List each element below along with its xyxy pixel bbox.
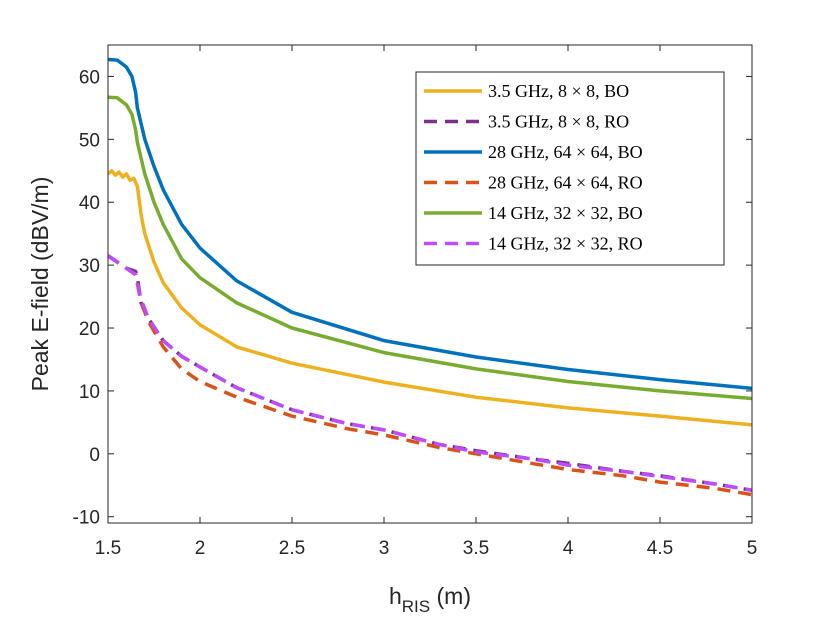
y-tick-label: 50 [79, 130, 100, 151]
x-tick-label: 3.5 [463, 538, 489, 559]
legend-entry-6: 14 GHz, 32 × 32, RO [488, 234, 643, 254]
series-line-5 [108, 95, 752, 401]
x-axis-label-unit: (m) [430, 583, 471, 609]
legend-entry-4: 28 GHz, 64 × 64, RO [488, 173, 643, 193]
series-line-1 [108, 169, 752, 427]
legend-entry-1: 3.5 GHz, 8 × 8, BO [488, 81, 629, 101]
series-line-2 [108, 254, 752, 493]
x-axis: 1.5 2 2.5 3 3.5 4 4.5 5 [95, 45, 758, 559]
x-tick-label: 3 [379, 538, 390, 559]
x-tick-label: 4.5 [647, 538, 673, 559]
x-axis-label: hRIS (m) [389, 583, 471, 616]
x-tick-label: 5 [747, 538, 758, 559]
x-tick-label: 2 [195, 538, 206, 559]
x-axis-label-main: h [389, 583, 402, 609]
legend-box [415, 71, 725, 266]
y-tick-label: 60 [79, 67, 100, 88]
y-axis-label: Peak E-field (dBV/m) [27, 177, 53, 392]
x-tick-label: 4 [563, 538, 574, 559]
legend-entry-5: 14 GHz, 32 × 32, BO [488, 203, 643, 223]
legend: 3.5 GHz, 8 × 8, BO 3.5 GHz, 8 × 8, RO 28 G… [415, 71, 725, 266]
y-tick-label: 40 [79, 193, 100, 214]
legend-entry-3: 28 GHz, 64 × 64, BO [488, 142, 643, 162]
x-tick-label: 1.5 [95, 538, 121, 559]
series-line-6 [108, 254, 752, 493]
legend-entry-2: 3.5 GHz, 8 × 8, RO [488, 112, 629, 132]
y-tick-label: 30 [79, 256, 100, 277]
x-tick-label: 2.5 [279, 538, 305, 559]
series-line-3 [108, 57, 752, 391]
series-line-4 [108, 254, 752, 497]
series-layer [108, 57, 752, 497]
y-tick-label: 0 [89, 445, 100, 466]
plot-area-frame [107, 44, 753, 524]
y-axis: -10 0 10 20 30 40 50 60 [73, 67, 752, 529]
y-tick-label: 10 [79, 382, 100, 403]
y-tick-label: 20 [79, 319, 100, 340]
y-tick-label: -10 [73, 508, 100, 529]
x-axis-label-subscript: RIS [402, 597, 430, 616]
